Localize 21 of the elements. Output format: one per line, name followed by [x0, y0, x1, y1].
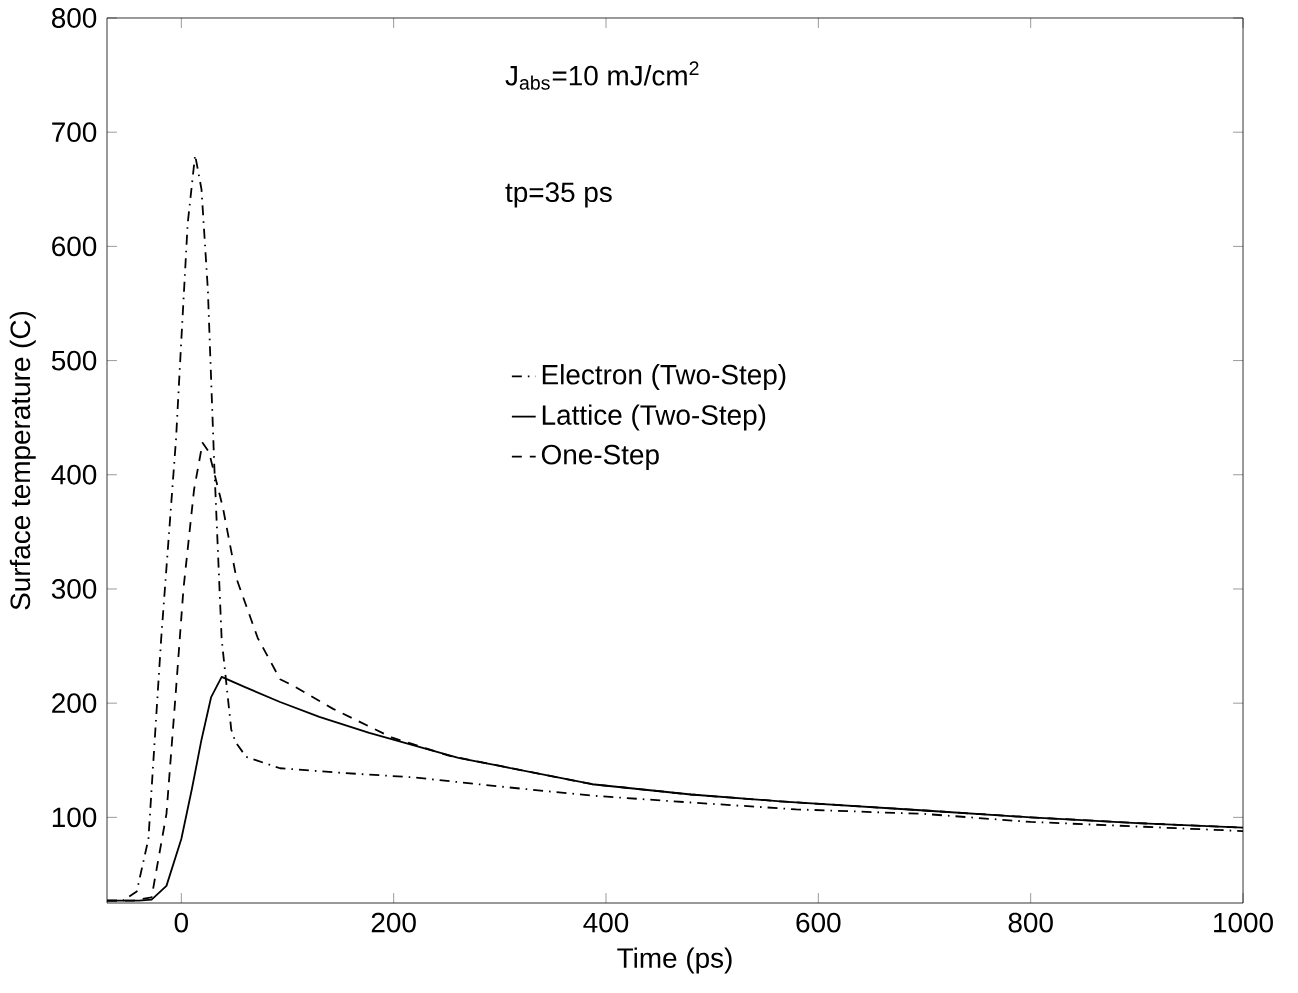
y-tick-label: 100: [52, 807, 97, 828]
y-tick-label: 700: [52, 122, 97, 143]
x-tick-label: 400: [583, 912, 629, 933]
y-tick-label: 500: [51, 350, 97, 371]
annotation: tp=35 ps: [505, 182, 612, 208]
y-axis-title: Surface temperature (C): [9, 311, 36, 610]
legend-label: Lattice (Two-Step): [542, 404, 766, 431]
y-tick-label: 200: [52, 693, 97, 714]
x-tick-label: 200: [371, 912, 416, 933]
y-tick-label: 300: [51, 579, 97, 599]
legend-label: Electron (Two-Step): [542, 364, 786, 391]
x-tick-label: 600: [796, 912, 841, 933]
y-tick-label: 800: [51, 8, 97, 28]
x-axis-title: Time (ps): [617, 947, 732, 974]
y-tick-label: 600: [52, 236, 97, 257]
y-tick-label: 400: [51, 464, 97, 485]
x-tick-label: 0: [174, 912, 188, 933]
legend-label: One-Step: [541, 444, 659, 471]
annotation: J$_{abs}$=10 mJ/cm$^{2}$: [505, 61, 699, 90]
x-tick-label: 800: [1008, 912, 1053, 933]
x-tick-label: 1000: [1214, 912, 1273, 933]
